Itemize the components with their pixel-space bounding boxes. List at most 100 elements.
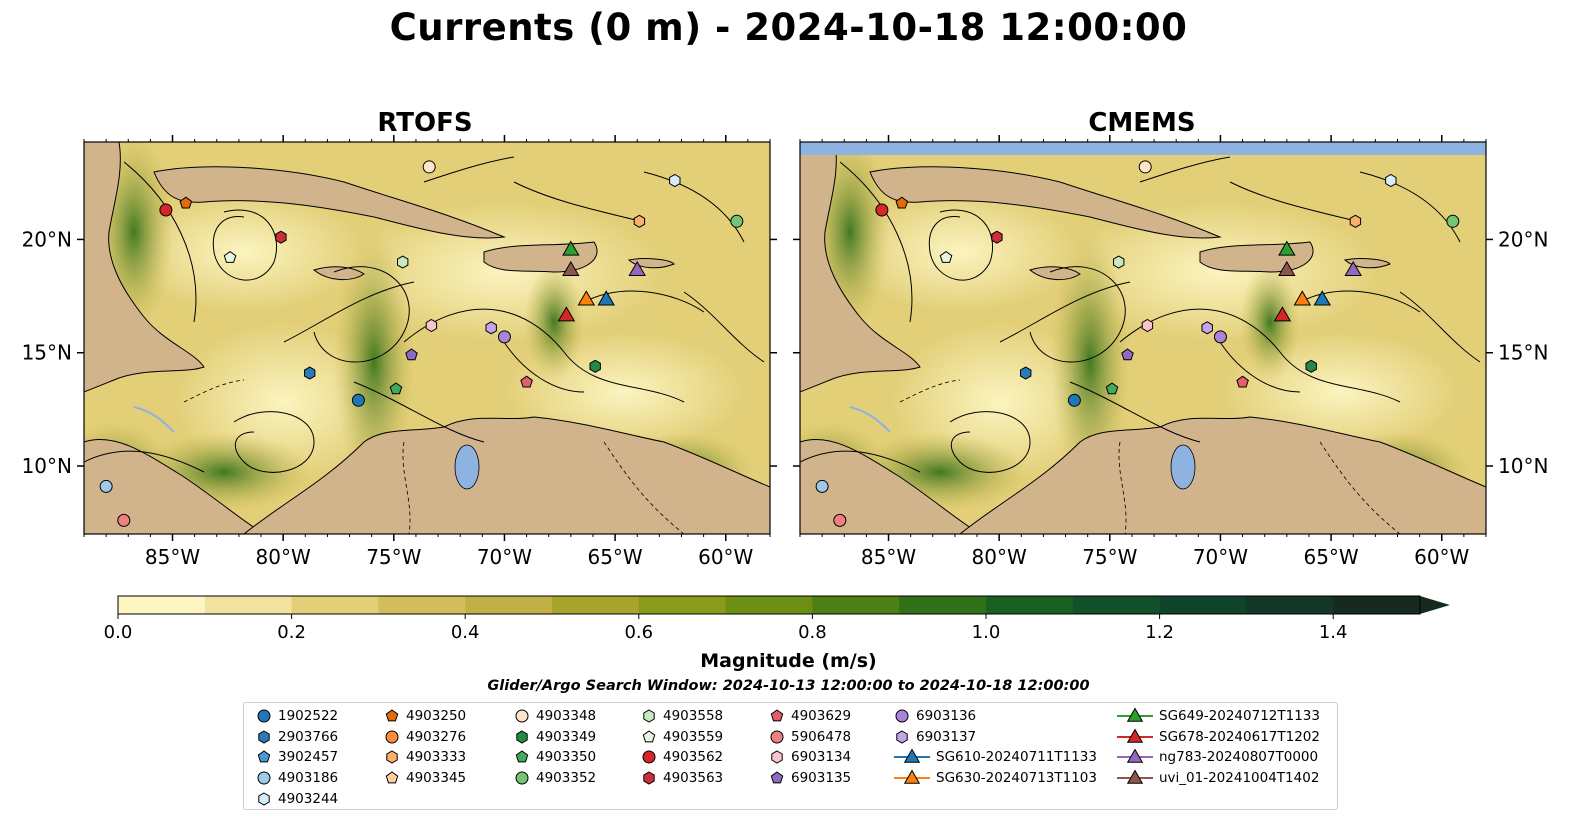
legend-label: 6903135 <box>791 770 852 787</box>
legend-label: 1902522 <box>278 708 339 724</box>
marker-4903563 <box>275 230 287 244</box>
legend-item: SG630-20240713T1103 <box>894 768 1097 788</box>
legend-label: 4903250 <box>406 708 467 724</box>
legend-item: 4903348 <box>514 706 596 726</box>
legend-item: 6903135 <box>769 768 851 788</box>
colorbar-segment <box>812 596 900 614</box>
legend-marker-shape <box>1126 707 1144 722</box>
colorbar-tick-label: 0.8 <box>798 622 827 643</box>
legend-item: 4903250 <box>384 706 466 726</box>
legend-label: 4903186 <box>278 770 339 787</box>
legend-marker <box>385 730 399 744</box>
legend-label: 4903559 <box>663 728 724 745</box>
legend-item: 4903350 <box>514 747 596 767</box>
legend-marker <box>515 709 529 723</box>
legend-marker-shape <box>771 750 783 764</box>
legend-label: 4903629 <box>791 708 852 724</box>
legend-marker-shape <box>770 709 784 722</box>
marker-4903348 <box>422 160 436 174</box>
legend-item: 4903244 <box>256 789 338 809</box>
x-tick-label: 85°W <box>145 545 200 569</box>
marker-SG610-20240711T1133 <box>597 290 615 306</box>
legend-label: 4903348 <box>536 708 597 724</box>
legend-item: 5906478 <box>769 727 851 747</box>
legend-marker <box>1117 707 1153 722</box>
x-tick-label: 80°W <box>972 545 1027 569</box>
legend-item: uvi_01-20241004T1402 <box>1117 768 1319 788</box>
legend-marker <box>895 709 909 723</box>
legend-label: 4903352 <box>536 770 597 787</box>
marker-4903333 <box>633 214 646 228</box>
legend-label: 6903134 <box>791 749 852 766</box>
marker-1902522 <box>1067 393 1081 407</box>
colorbar-segment <box>378 596 466 614</box>
marker-4903562 <box>875 203 889 217</box>
legend-item: 4903333 <box>384 747 466 767</box>
legend-marker-shape <box>770 771 784 784</box>
legend-item: 4903352 <box>514 768 596 788</box>
legend-marker <box>1117 728 1153 743</box>
marker-4903352 <box>1446 214 1460 228</box>
marker-6903136 <box>1213 330 1227 344</box>
x-tick-label: 65°W <box>1303 545 1358 569</box>
marker-SG649-20240712T1133 <box>1278 240 1296 256</box>
legend-marker-shape <box>386 750 398 764</box>
legend-marker-shape <box>895 709 909 723</box>
legend-marker-shape <box>258 730 270 744</box>
colorbar-tick-label: 1.4 <box>1318 622 1348 643</box>
marker-SG610-20240711T1133 <box>1313 290 1331 306</box>
legend-label: SG649-20240712T1133 <box>1159 708 1320 724</box>
legend-marker-shape <box>903 748 921 764</box>
x-tick-label: 60°W <box>698 545 753 569</box>
colorbar-tick-label: 0.6 <box>624 622 654 643</box>
legend-marker-shape <box>1126 728 1144 743</box>
marker-4903558 <box>1113 255 1125 269</box>
panel-title-cmems: CMEMS <box>1088 108 1196 138</box>
marker-4903563 <box>991 230 1003 244</box>
marker-5906478 <box>833 513 847 527</box>
x-tick-label: 60°W <box>1414 545 1469 569</box>
colorbar-segment <box>1159 596 1247 614</box>
marker-1902522 <box>351 393 365 407</box>
marker-4903348 <box>1138 160 1152 174</box>
legend-marker <box>257 709 271 723</box>
marker-6903135 <box>405 348 418 361</box>
legend-label: 6903136 <box>916 708 977 724</box>
legend-marker <box>770 771 784 784</box>
y-tick-label: 20°N <box>22 227 72 251</box>
legend-marker <box>516 730 528 744</box>
legend-item: 4903349 <box>514 727 596 747</box>
legend-marker-shape <box>385 730 399 744</box>
colorbar-extend-arrow <box>1420 596 1450 614</box>
legend-marker <box>643 709 655 723</box>
legend-item: 6903137 <box>894 727 976 747</box>
legend-label: 4903350 <box>536 749 597 766</box>
y-tick-label: 20°N <box>1498 227 1548 251</box>
marker-SG630-20240713T1103 <box>577 290 596 306</box>
legend-marker-shape <box>642 730 656 743</box>
legend-label: uvi_01-20241004T1402 <box>1159 770 1320 787</box>
marker-4903559 <box>939 250 953 263</box>
legend-item: 4903345 <box>384 768 466 788</box>
colorbar-segment <box>118 596 206 614</box>
legend-marker-shape <box>642 750 656 764</box>
marker-SG649-20240712T1133 <box>562 240 580 256</box>
legend-item: 4903186 <box>256 768 338 788</box>
legend-item: 4903563 <box>641 768 723 788</box>
legend-item: 2903766 <box>256 727 338 747</box>
legend-marker <box>386 750 398 764</box>
marker-4903350 <box>1105 382 1119 395</box>
marker-6903134 <box>1141 318 1154 333</box>
map-panel-rtofs <box>83 141 771 535</box>
legend-marker <box>896 730 908 744</box>
marker-4903250 <box>179 196 193 209</box>
x-tick-label: 70°W <box>1193 545 1248 569</box>
marker-4903333 <box>1349 214 1362 228</box>
legend-label: 4903563 <box>663 770 724 787</box>
legend-item: 4903558 <box>641 706 723 726</box>
colorbar-segment <box>1246 596 1334 614</box>
marker-4903244 <box>669 173 681 188</box>
marker-6903136 <box>497 330 511 344</box>
marker-6903135 <box>1121 348 1134 361</box>
legend-item: 1902522 <box>256 706 338 726</box>
